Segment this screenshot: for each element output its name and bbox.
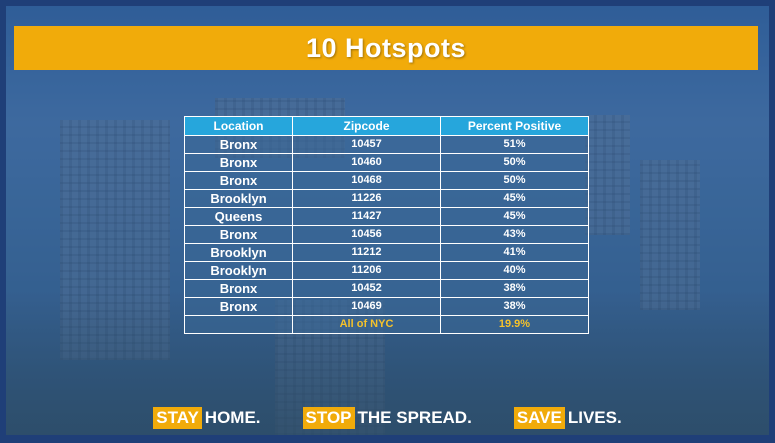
cell-zipcode: 10460 bbox=[292, 153, 441, 172]
cell-location: Queens bbox=[184, 207, 293, 226]
table-row: Bronx 10457 51% bbox=[184, 135, 589, 154]
cell-zipcode: 10457 bbox=[292, 135, 441, 154]
slogan-text: HOME. bbox=[204, 408, 261, 427]
header-zipcode: Zipcode bbox=[292, 116, 441, 136]
cell-percent: 38% bbox=[440, 279, 589, 298]
table-row: Bronx 10460 50% bbox=[184, 153, 589, 172]
header-percent-positive: Percent Positive bbox=[440, 116, 589, 136]
page-title: 10 Hotspots bbox=[305, 32, 467, 63]
cell-location: Brooklyn bbox=[184, 189, 293, 208]
cell-percent: 50% bbox=[440, 171, 589, 190]
slogan-stop-the-spread: STOP THE SPREAD. bbox=[302, 407, 472, 429]
total-percent: 19.9% bbox=[440, 315, 589, 334]
cell-zipcode: 10456 bbox=[292, 225, 441, 244]
table-total-row: All of NYC 19.9% bbox=[184, 315, 589, 334]
cell-location: Bronx bbox=[184, 135, 293, 154]
title-banner: 10 Hotspots bbox=[14, 26, 758, 70]
table-row: Bronx 10469 38% bbox=[184, 297, 589, 316]
table-row: Bronx 10468 50% bbox=[184, 171, 589, 190]
cell-zipcode: 11212 bbox=[292, 243, 441, 262]
cell-zipcode: 11427 bbox=[292, 207, 441, 226]
cell-location: Brooklyn bbox=[184, 261, 293, 280]
table-row: Bronx 10456 43% bbox=[184, 225, 589, 244]
slogan-highlight: STAY bbox=[153, 407, 202, 429]
table-row: Brooklyn 11226 45% bbox=[184, 189, 589, 208]
cell-location: Bronx bbox=[184, 297, 293, 316]
cell-location: Brooklyn bbox=[184, 243, 293, 262]
slogan-save-lives: SAVE LIVES. bbox=[513, 407, 622, 429]
slogan-bar: STAY HOME. STOP THE SPREAD. SAVE LIVES. bbox=[0, 405, 775, 431]
cell-zipcode: 10452 bbox=[292, 279, 441, 298]
slogan-text: LIVES. bbox=[567, 408, 622, 427]
cell-location: Bronx bbox=[184, 153, 293, 172]
cell-percent: 38% bbox=[440, 297, 589, 316]
cell-percent: 50% bbox=[440, 153, 589, 172]
total-cell-empty bbox=[184, 315, 293, 334]
cell-zipcode: 11206 bbox=[292, 261, 441, 280]
hotspots-table: Location Zipcode Percent Positive Bronx … bbox=[184, 116, 589, 334]
cell-percent: 51% bbox=[440, 135, 589, 154]
cell-location: Bronx bbox=[184, 171, 293, 190]
cell-location: Bronx bbox=[184, 279, 293, 298]
cell-zipcode: 11226 bbox=[292, 189, 441, 208]
cell-percent: 41% bbox=[440, 243, 589, 262]
cell-percent: 40% bbox=[440, 261, 589, 280]
slogan-text: THE SPREAD. bbox=[357, 408, 472, 427]
table-row: Brooklyn 11212 41% bbox=[184, 243, 589, 262]
slogan-highlight: STOP bbox=[302, 407, 355, 429]
cell-zipcode: 10469 bbox=[292, 297, 441, 316]
table-row: Queens 11427 45% bbox=[184, 207, 589, 226]
cell-zipcode: 10468 bbox=[292, 171, 441, 190]
slogan-highlight: SAVE bbox=[513, 407, 565, 429]
cell-percent: 45% bbox=[440, 189, 589, 208]
cell-percent: 45% bbox=[440, 207, 589, 226]
cell-percent: 43% bbox=[440, 225, 589, 244]
table-row: Bronx 10452 38% bbox=[184, 279, 589, 298]
header-location: Location bbox=[184, 116, 293, 136]
table-header-row: Location Zipcode Percent Positive bbox=[184, 116, 589, 136]
table-row: Brooklyn 11206 40% bbox=[184, 261, 589, 280]
total-label: All of NYC bbox=[292, 315, 441, 334]
cell-location: Bronx bbox=[184, 225, 293, 244]
slogan-stay-home: STAY HOME. bbox=[153, 407, 261, 429]
